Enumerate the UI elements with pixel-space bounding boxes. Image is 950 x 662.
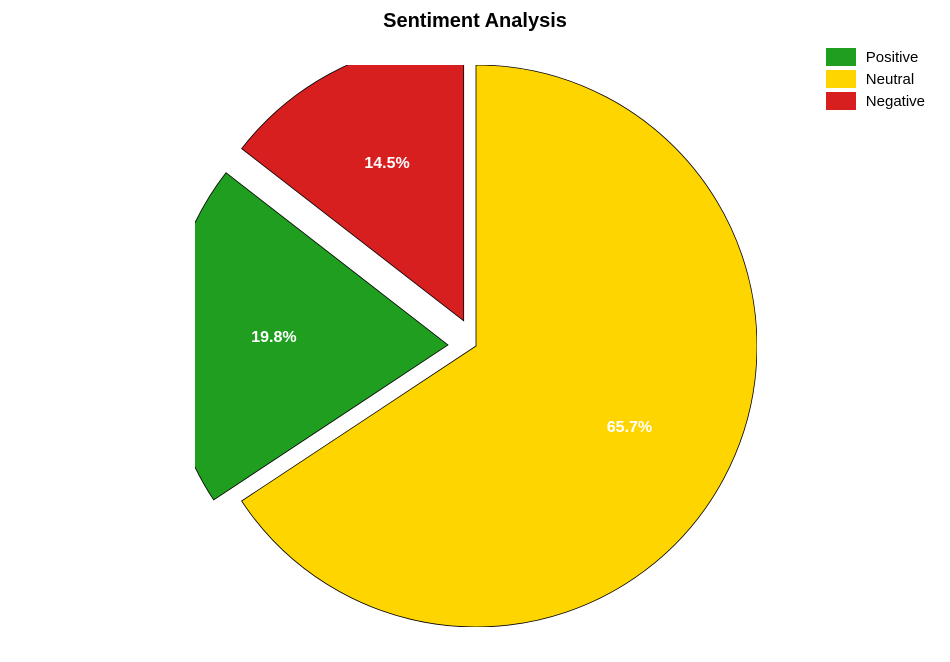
legend-label-positive: Positive bbox=[866, 49, 919, 66]
legend-swatch-positive bbox=[826, 48, 856, 66]
legend-label-negative: Negative bbox=[866, 93, 925, 110]
pie-chart: 65.7% 19.8% 14.5% bbox=[195, 65, 757, 627]
slice-label-neutral: 65.7% bbox=[607, 419, 652, 437]
legend-swatch-negative bbox=[826, 92, 856, 110]
legend-label-neutral: Neutral bbox=[866, 71, 914, 88]
legend-swatch-neutral bbox=[826, 70, 856, 88]
legend: Positive Neutral Negative bbox=[826, 48, 925, 114]
slice-label-positive: 19.8% bbox=[251, 329, 296, 347]
chart-title: Sentiment Analysis bbox=[0, 10, 950, 33]
legend-item-positive: Positive bbox=[826, 48, 925, 66]
legend-item-neutral: Neutral bbox=[826, 70, 925, 88]
slice-label-negative: 14.5% bbox=[364, 155, 409, 173]
legend-item-negative: Negative bbox=[826, 92, 925, 110]
